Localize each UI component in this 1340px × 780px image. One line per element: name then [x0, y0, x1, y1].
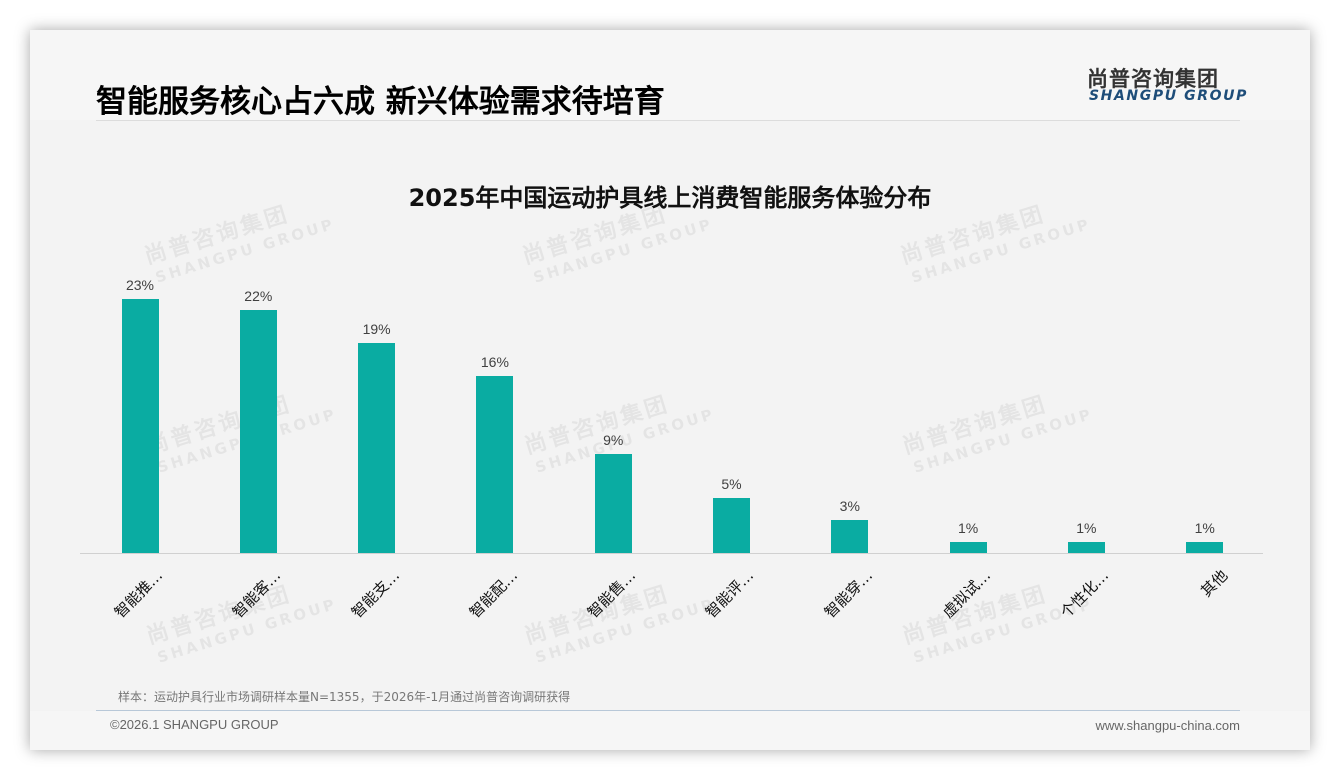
bar-value-label: 19%	[362, 321, 391, 338]
bar[interactable]	[1186, 541, 1224, 553]
page-title: 智能服务核心占六成 新兴体验需求待培育	[96, 84, 665, 120]
bar-value-label: 9%	[603, 431, 624, 448]
bar[interactable]	[713, 497, 750, 553]
x-axis-tick-label: 智能支…	[347, 566, 403, 622]
company-logo-cn: 尚普咨询集团	[1087, 67, 1219, 91]
copyright-text: ©2026.1 SHANGPU GROUP	[110, 717, 279, 732]
bar-value-label: 3%	[839, 497, 860, 514]
x-axis-line	[80, 553, 1263, 554]
bar[interactable]	[358, 343, 396, 553]
footer-band	[30, 711, 1310, 750]
bar-value-label: 16%	[480, 354, 509, 371]
bar-value-label: 5%	[721, 475, 742, 492]
x-axis-tick-label: 智能配…	[465, 566, 522, 622]
bar-value-label: 1%	[957, 519, 979, 536]
x-axis-tick-label: 智能售…	[584, 566, 640, 622]
x-axis-tick-label: 智能推…	[110, 566, 167, 622]
footer-divider	[96, 710, 1240, 711]
bar[interactable]	[594, 453, 632, 553]
header-band	[30, 30, 1310, 120]
bar[interactable]	[239, 309, 277, 553]
x-axis-tick-label: 个性化…	[1057, 566, 1113, 622]
website-link[interactable]: www.shangpu-china.com	[1095, 718, 1240, 733]
slide-card: 智能服务核心占六成 新兴体验需求待培育 尚普咨询集团 SHANGPU GROUP…	[30, 30, 1310, 750]
x-axis-tick-label: 智能评…	[702, 566, 758, 622]
x-axis-tick-label: 智能客…	[229, 566, 285, 622]
bar[interactable]	[949, 541, 987, 553]
x-axis-tick-label: 虚拟试…	[939, 566, 995, 622]
chart-title: 2025年中国运动护具线上消费智能服务体验分布	[408, 184, 932, 212]
x-axis-tick-label: 智能穿…	[820, 566, 876, 622]
bar[interactable]	[831, 519, 869, 553]
bar-value-label: 1%	[1076, 519, 1097, 536]
x-axis-tick-label: 其他	[1196, 566, 1231, 601]
bar-value-label: 23%	[125, 276, 155, 293]
bar-value-label: 1%	[1194, 519, 1215, 536]
bar[interactable]	[476, 376, 514, 553]
company-logo-en: SHANGPU GROUP	[1089, 88, 1248, 104]
source-note: 样本：运动护具行业市场调研样本量N=1355，于2026年-1月通过尚普咨询调研…	[118, 690, 571, 704]
header-divider	[96, 120, 1240, 121]
bar[interactable]	[1067, 541, 1105, 553]
bar-chart: 23% 智能推… 22% 智能客… 19% 智能支… 16% 智能配… 9% 智能售… 5% 智能评……	[30, 30, 1310, 750]
bar-value-label: 22%	[244, 287, 273, 304]
bar[interactable]	[121, 298, 159, 553]
